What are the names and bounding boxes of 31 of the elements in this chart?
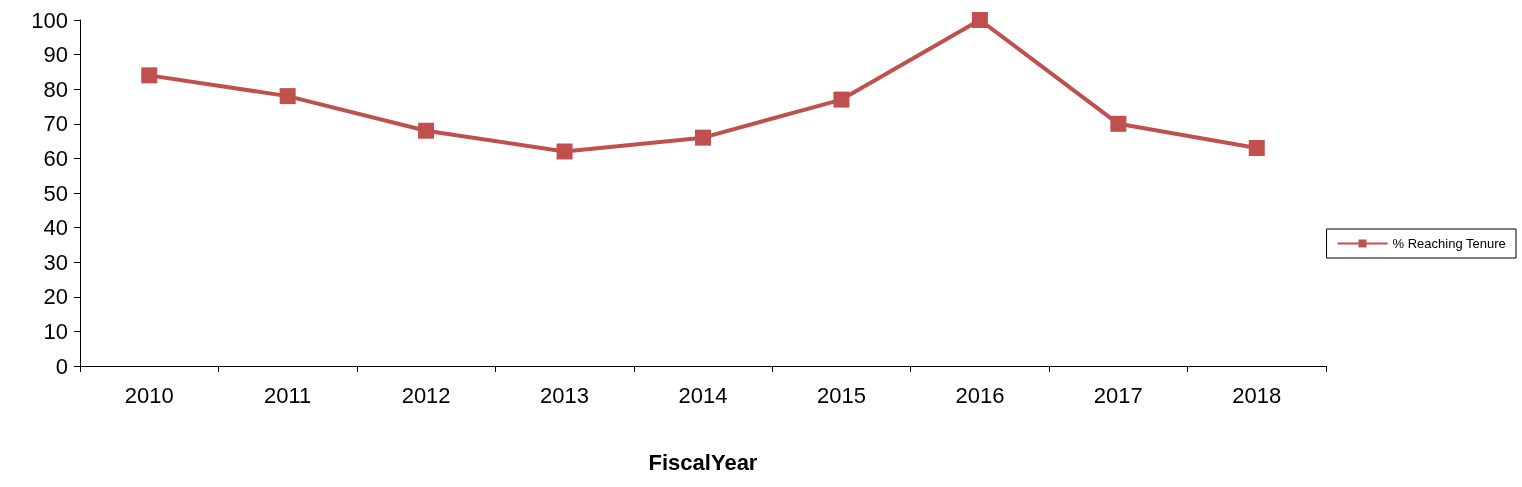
x-tick-label: 2017 — [1093, 382, 1143, 408]
x-tick-label: 2015 — [816, 382, 866, 408]
point — [1110, 115, 1127, 132]
y-tick-label: 20 — [43, 284, 68, 310]
point — [418, 122, 435, 139]
y-tick-label: 90 — [43, 42, 68, 68]
legend-label: % Reaching Tenure — [1392, 236, 1506, 251]
y-tick-label: 50 — [43, 180, 68, 206]
x-tick-label: 2013 — [540, 382, 590, 408]
x-tick-label: 2018 — [1232, 382, 1282, 408]
y-tick-label: 70 — [43, 111, 68, 137]
x-tick-label: 2012 — [401, 382, 451, 408]
y-tick-label: 80 — [43, 76, 68, 102]
point — [695, 129, 711, 146]
x-tick-label: 2014 — [678, 382, 728, 408]
y-tick-label: 60 — [43, 145, 68, 171]
y-tick-label: 0 — [55, 353, 68, 379]
point — [833, 91, 850, 108]
y-tick-label: 100 — [31, 7, 68, 33]
point — [141, 67, 158, 84]
y-tick-label: 10 — [43, 318, 68, 344]
x-tick-label: 2016 — [955, 382, 1005, 408]
y-tick-label: 30 — [43, 249, 68, 275]
x-tick-label: 2010 — [124, 382, 174, 408]
point — [971, 12, 988, 28]
x-tick-label: 2011 — [264, 382, 312, 408]
y-tick-label: 40 — [43, 215, 68, 241]
point — [1248, 140, 1265, 157]
x-axis-title: FiscalYear — [648, 449, 758, 475]
point — [556, 143, 573, 160]
point — [279, 88, 296, 105]
